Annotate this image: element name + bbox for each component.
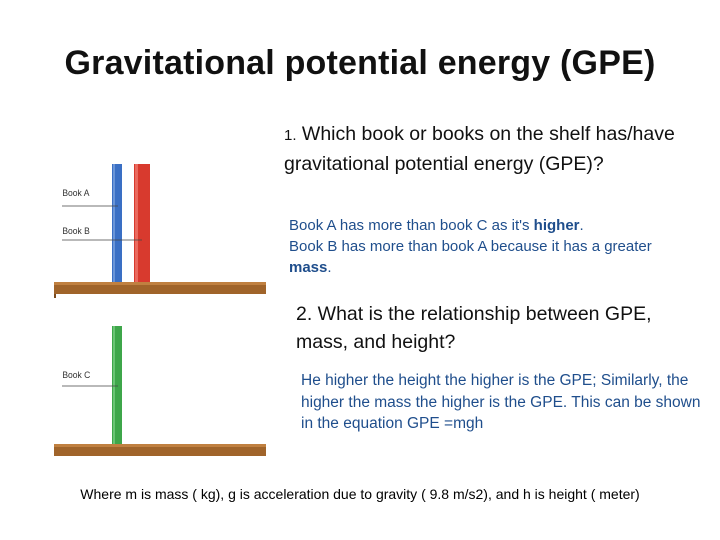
- bottom-shelf-group: Book C: [54, 326, 266, 456]
- shelf-illustration: Book A Book B Book C: [54, 164, 266, 456]
- question-1-number: 1.: [284, 127, 297, 144]
- question-2: 2. What is the relationship between GPE,…: [296, 303, 652, 353]
- equation-footnote: Where m is mass ( kg), g is acceleration…: [80, 486, 640, 502]
- book-a: [112, 164, 122, 282]
- answer-2: He higher the height the higher is the G…: [301, 372, 701, 432]
- answer-1-line-1: Book A has more than book C as it's high…: [289, 217, 584, 234]
- book-b-label: Book B: [62, 226, 90, 236]
- book-a-label: Book A: [62, 188, 89, 198]
- book-c-label: Book C: [62, 370, 90, 380]
- answer-1: Book A has more than book C as it's high…: [289, 215, 689, 278]
- answer-1-line-2: Book B has more than book A because it h…: [289, 238, 652, 276]
- page-title: Gravitational potential energy (GPE): [64, 44, 656, 82]
- top-shelf-group: Book A Book B: [54, 164, 266, 298]
- question-1-text: Which book or books on the shelf has/hav…: [284, 123, 675, 175]
- book-c: [112, 326, 122, 444]
- question-1: 1. Which book or books on the shelf has/…: [284, 120, 684, 178]
